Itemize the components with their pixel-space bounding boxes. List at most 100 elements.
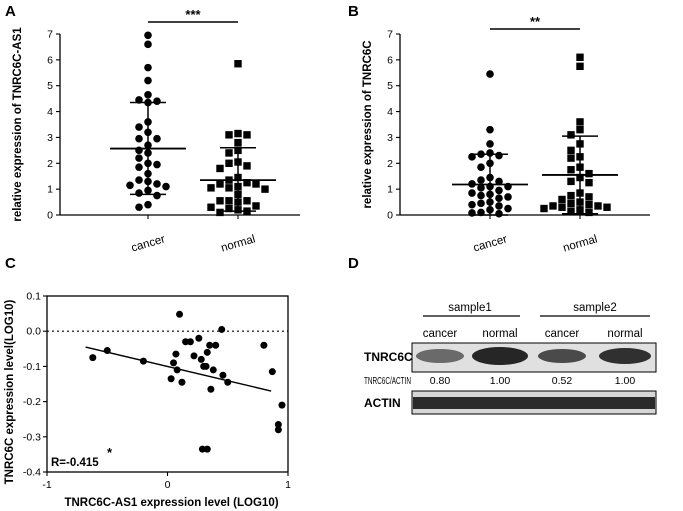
lane-label: normal [482,328,517,340]
data-point [135,203,143,212]
data-point [135,123,143,131]
data-point [495,177,503,186]
data-point [477,191,485,200]
actin-band [413,397,655,409]
x-tick-label: 1 [285,479,291,491]
y-axis-label: TNRC6C expression level(LOG10) [4,299,16,484]
y-tick-label: 1 [387,184,393,196]
y-tick-label: -0.2 [23,396,41,408]
data-point [261,185,269,193]
data-point [216,180,224,188]
tnrc6c-band [472,347,528,365]
data-point [243,162,251,170]
y-tick-label: 3 [387,132,393,144]
lane-label: normal [607,328,642,340]
ratio-value: 0.80 [430,375,451,387]
data-point [585,200,593,209]
data-point [178,378,186,386]
significance-star: * [107,445,113,460]
data-point [567,146,575,155]
panel-letter-d: D [348,255,359,272]
data-point [135,134,143,143]
y-tick-label: 7 [387,29,393,41]
data-point [153,191,161,200]
data-point [203,445,211,453]
category-label: normal [220,233,257,254]
data-point [495,209,503,218]
data-point [216,197,224,205]
significance-stars: ** [530,14,541,29]
y-tick-label: 0.0 [26,326,41,338]
data-point [585,178,593,187]
data-point [212,341,220,349]
data-point [576,53,584,61]
data-point [603,203,611,211]
data-point [558,203,566,211]
correlation-annotation: R=-0.415 [51,457,99,469]
data-point [225,184,233,192]
x-axis-label: TNRC6C-AS1 expression level (LOG10) [64,497,278,509]
panel-b-dot-plot: 0 1 2 3 4 5 6 7 relative expression of TNRC6C can… [362,14,650,255]
category-label: cancer [130,233,167,254]
data-point [170,359,178,367]
data-point [135,176,143,184]
data-point [176,310,184,318]
data-point [225,204,233,213]
data-point [260,341,268,349]
panel-letter-a: A [5,3,16,20]
data-point [225,159,233,167]
data-point [202,362,210,370]
data-point [243,178,251,187]
data-point [486,140,494,148]
data-point [243,131,251,139]
y-tick-label: -0.1 [23,361,41,373]
data-point [495,194,503,202]
data-point [153,160,161,169]
group-label-sample2: sample2 [573,302,616,314]
data-point [243,197,251,205]
data-point [567,131,575,139]
data-point [224,378,232,386]
y-tick-label: 2 [387,158,393,170]
data-point [585,208,593,217]
data-point [153,180,161,188]
ratio-value: 1.00 [490,375,511,387]
y-tick-label: 4 [387,106,393,118]
x-tick-label: 0 [165,479,171,491]
group-label-sample1: sample1 [448,302,491,314]
data-point [486,70,494,78]
panel-letter-c: C [5,255,16,272]
data-point [252,180,260,188]
data-point [186,338,194,346]
data-point [576,62,584,71]
data-point [278,401,286,409]
tnrc6c-band [538,349,586,363]
y-axis-label: relative expression of TNRC6C-AS1 [12,27,24,222]
panel-a-dot-plot: 0 1 2 3 4 5 6 7 relative expression of TNRC6C-AS… [12,7,300,255]
data-point [225,197,233,205]
data-point [144,200,152,209]
data-point [216,208,224,217]
y-tick-label: 0 [47,210,53,222]
protein-label-tnrc6c: TNRC6C [364,350,413,364]
data-point [144,90,152,99]
data-point [225,131,233,139]
data-point [144,76,152,85]
data-point [139,357,147,365]
data-point [219,371,227,379]
x-tick-label: -1 [42,479,51,491]
panel-d-western-blot: sample1 sample2 cancer normal cancer nor… [364,302,657,415]
data-point [144,40,152,49]
data-point [477,184,485,192]
data-point [549,202,557,210]
data-point [252,202,260,210]
data-point [477,176,485,184]
data-point [468,189,476,197]
data-point [585,169,593,178]
y-tick-label: 4 [47,106,53,118]
data-point [594,202,602,210]
data-point [167,375,175,383]
data-point [144,31,152,40]
data-point [89,354,97,362]
data-point [162,182,170,191]
